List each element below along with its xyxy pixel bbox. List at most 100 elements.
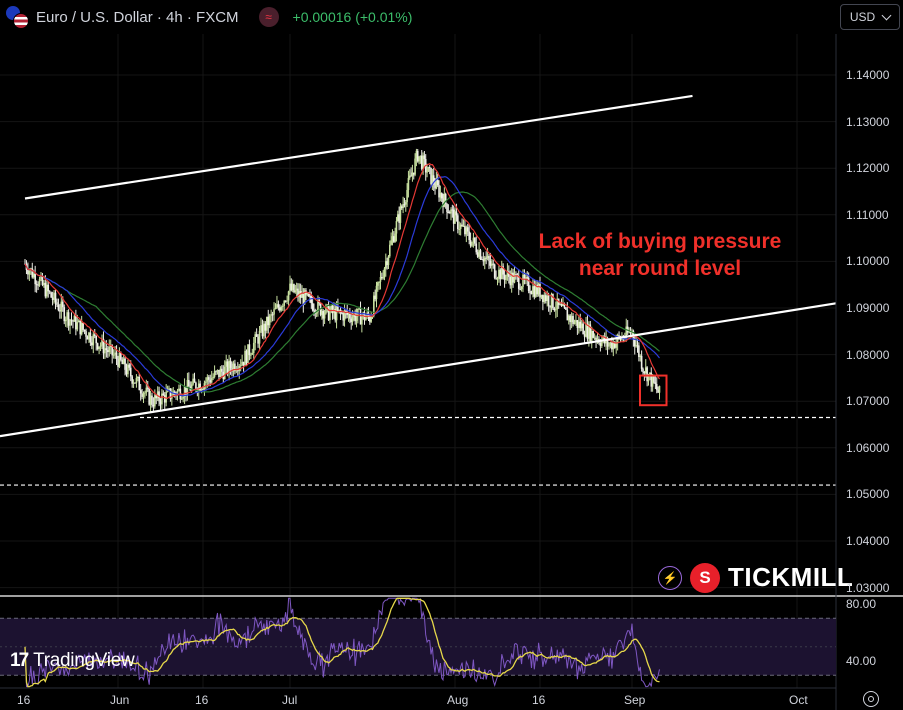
- candle-body: [365, 317, 367, 321]
- candle-body: [222, 371, 225, 380]
- candle-body: [611, 342, 613, 350]
- candle-body: [639, 355, 642, 357]
- candle-body: [309, 295, 311, 297]
- candle-body: [180, 398, 183, 400]
- candle-body: [99, 345, 102, 347]
- candle-body: [455, 211, 458, 216]
- candle-body: [124, 358, 126, 370]
- candle-body: [60, 301, 63, 312]
- candle-body: [114, 352, 116, 355]
- candle-body: [579, 321, 582, 329]
- tickmill-brand: ⚡ S TICKMILL: [658, 562, 853, 593]
- candle-body: [48, 291, 51, 293]
- candle-body: [606, 337, 609, 347]
- candle-body: [70, 319, 73, 321]
- candle-body: [404, 202, 407, 205]
- candle-body: [636, 345, 639, 347]
- lightning-icon[interactable]: ⚡: [658, 565, 682, 590]
- candle-body: [261, 325, 264, 337]
- candle-body: [53, 292, 55, 300]
- candle-body: [183, 386, 186, 397]
- candle-body: [156, 391, 159, 399]
- candle-body: [355, 316, 358, 322]
- candle-body: [349, 313, 351, 319]
- candle-body: [221, 368, 223, 372]
- candle-body: [388, 244, 391, 257]
- candle-body: [390, 240, 392, 245]
- candle-body: [506, 271, 509, 276]
- candle-body: [529, 291, 531, 294]
- candle-body: [489, 260, 492, 266]
- candle-body: [642, 368, 644, 372]
- candle-body: [234, 363, 236, 372]
- candle-body: [218, 369, 220, 378]
- candle-body: [206, 377, 209, 382]
- chart-header: Euro / U.S. Dollar · 4h · FXCM ≈ +0.0001…: [0, 0, 841, 34]
- candle-body: [118, 352, 121, 367]
- candle-body: [131, 376, 133, 384]
- candle-body: [520, 286, 523, 290]
- candle-body: [200, 389, 203, 391]
- candle-body: [443, 194, 446, 207]
- candle-body: [589, 324, 592, 342]
- candle-body: [465, 227, 468, 235]
- candle-body: [120, 352, 122, 360]
- indicator-badge-icon[interactable]: ≈: [258, 7, 279, 27]
- candle-body: [51, 297, 54, 300]
- candle-body: [563, 304, 566, 308]
- candle-body: [612, 342, 615, 350]
- candle-body: [569, 315, 571, 323]
- candle-body: [210, 378, 213, 383]
- candle-body: [95, 335, 98, 344]
- candle-body: [638, 345, 640, 357]
- candle-body: [512, 272, 514, 283]
- candle-body: [154, 395, 156, 407]
- candle-body: [202, 389, 204, 391]
- candle-body: [596, 338, 599, 341]
- candle-body: [394, 233, 396, 242]
- candle-body: [430, 167, 432, 185]
- candle-body: [350, 318, 353, 323]
- candle-body: [370, 316, 372, 322]
- candle-body: [64, 319, 67, 322]
- candle-body: [570, 315, 573, 323]
- settings-gear-icon[interactable]: [863, 691, 879, 707]
- currency-select[interactable]: USD: [840, 4, 900, 30]
- candle-body: [655, 384, 658, 390]
- candle-body: [346, 311, 349, 315]
- candle-body: [491, 263, 493, 266]
- candle-body: [192, 378, 194, 385]
- candle-body: [658, 385, 661, 393]
- candle-body: [172, 391, 175, 397]
- candle-body: [423, 155, 426, 160]
- candle-body: [502, 266, 504, 275]
- candle-body: [219, 368, 222, 378]
- symbol-title[interactable]: Euro / U.S. Dollar · 4h · FXCM: [36, 8, 239, 26]
- candle-body: [59, 310, 61, 312]
- candle-body: [54, 292, 57, 303]
- candle-body: [144, 392, 146, 394]
- candle-body: [454, 211, 456, 224]
- candle-body: [341, 312, 343, 314]
- candle-body: [31, 268, 34, 278]
- candle-body: [572, 315, 574, 324]
- candle-body: [643, 371, 646, 374]
- candle-body: [464, 225, 466, 235]
- candle-body: [383, 268, 386, 278]
- candle-body: [313, 310, 315, 312]
- candle-body: [438, 185, 440, 198]
- candle-body: [235, 370, 238, 372]
- candle-body: [434, 184, 436, 189]
- candle-body: [228, 360, 230, 373]
- candle-body: [358, 308, 360, 310]
- candle-body: [635, 345, 637, 347]
- candle-body: [111, 344, 113, 356]
- candle-body: [178, 388, 180, 391]
- candle-body: [549, 305, 551, 308]
- candle-body: [82, 322, 84, 330]
- candle-body: [35, 284, 38, 286]
- candle-body: [274, 308, 277, 310]
- candle-body: [315, 312, 318, 314]
- candle-body: [289, 283, 291, 292]
